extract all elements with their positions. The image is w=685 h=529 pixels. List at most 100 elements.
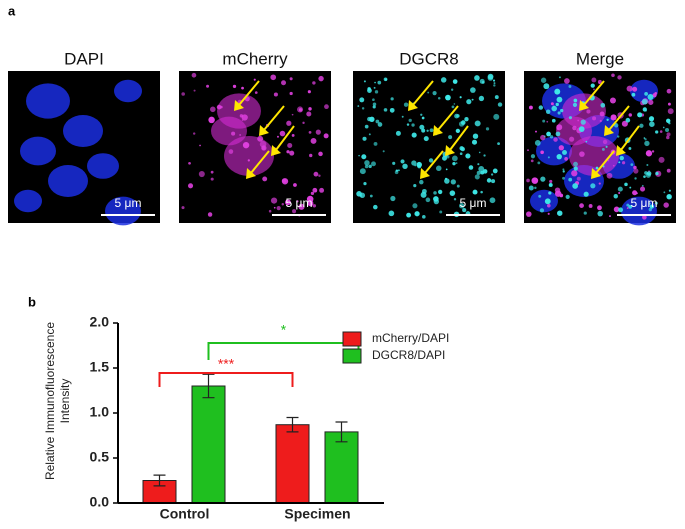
signal-dot (558, 145, 564, 151)
signal-dot (648, 99, 654, 105)
signal-dot (289, 150, 295, 156)
signal-dot (573, 166, 578, 171)
signal-dot (279, 130, 286, 137)
signal-dot (478, 166, 485, 172)
signal-dot (459, 203, 465, 209)
signal-dot (368, 164, 372, 169)
signal-dot (667, 108, 674, 115)
signal-dot (666, 88, 672, 94)
signal-dot (643, 175, 646, 178)
signal-dot (291, 113, 294, 116)
signal-dot (628, 205, 633, 209)
signal-dot (253, 78, 256, 81)
signal-dot (617, 75, 622, 80)
signal-dot (628, 147, 632, 150)
signal-dot (526, 211, 532, 217)
signal-dot (646, 164, 649, 167)
signal-dot (287, 142, 293, 148)
signal-dot (606, 118, 609, 121)
signal-dot (497, 142, 500, 146)
error-bar (286, 416, 299, 433)
signal-dot (455, 128, 461, 134)
signal-dot (193, 89, 196, 92)
signal-dot (598, 182, 601, 185)
signal-dot (666, 168, 671, 173)
signal-dot (231, 131, 236, 136)
signal-dot (549, 135, 554, 139)
x-tick-label: Control (160, 506, 210, 522)
signal-dot (411, 160, 417, 166)
signal-dot (633, 168, 639, 174)
signal-dot (493, 113, 500, 120)
signal-dot (652, 93, 657, 98)
signal-dot (308, 107, 312, 111)
signal-dot (363, 80, 366, 83)
signal-dot (537, 161, 541, 165)
signal-dot (586, 109, 591, 114)
signal-dot (643, 137, 646, 139)
signal-dot (639, 123, 644, 128)
signal-dot (585, 140, 588, 143)
panel-label: b (28, 294, 36, 309)
signal-dot (390, 97, 394, 101)
signal-dot (630, 163, 634, 167)
signal-dot (556, 124, 563, 131)
signal-dot (655, 171, 659, 176)
signal-dot (375, 119, 380, 124)
signal-dot (492, 168, 498, 174)
signal-dot (181, 92, 185, 96)
signal-dot (562, 150, 567, 155)
signal-dot (420, 191, 427, 198)
signal-dot (273, 206, 276, 209)
micrograph (8, 71, 160, 226)
signal-dot (456, 114, 460, 118)
signal-dot (309, 153, 313, 158)
signal-dot (466, 99, 472, 105)
signal-dot (494, 95, 499, 100)
signal-dot (429, 128, 434, 133)
signal-dot (568, 177, 573, 182)
signal-dot (289, 91, 293, 96)
signal-dot (624, 182, 628, 187)
signal-dot (626, 207, 629, 209)
signal-dot (641, 98, 648, 105)
signal-dot (470, 87, 476, 93)
signal-dot (361, 154, 367, 160)
signal-dot (363, 182, 367, 186)
signal-dot (312, 204, 317, 208)
y-tick-label: 2.0 (90, 314, 110, 330)
signal-dot (364, 124, 369, 129)
signal-dot (622, 161, 626, 165)
signal-dot (439, 210, 443, 214)
signal-dot (607, 159, 610, 162)
signal-dot (539, 208, 545, 213)
signal-dot (437, 96, 441, 100)
signal-dot (281, 203, 285, 206)
signal-dot (452, 79, 458, 84)
signal-dot (362, 136, 367, 141)
image-title: DGCR8 (399, 49, 459, 68)
signal-dot (286, 120, 292, 126)
micrograph (353, 71, 505, 223)
nucleus (87, 153, 119, 179)
signal-dot (562, 176, 565, 180)
signal-dot (535, 130, 537, 133)
signal-dot (562, 170, 565, 173)
signal-dot (232, 84, 237, 89)
signal-dot (540, 77, 547, 83)
signal-dot (302, 121, 305, 125)
signal-dot (476, 170, 481, 175)
signal-dot (421, 116, 425, 120)
signal-dot (323, 133, 329, 139)
signal-dot (662, 126, 665, 129)
signal-dot (307, 90, 311, 94)
signal-dot (257, 135, 264, 142)
signal-dot (453, 103, 456, 105)
signal-dot (364, 164, 369, 169)
signal-dot (562, 168, 565, 171)
signal-dot (598, 82, 601, 84)
signal-dot (406, 212, 412, 218)
signal-dot (629, 186, 632, 189)
signal-dot (558, 76, 561, 79)
signal-dot (649, 121, 655, 127)
